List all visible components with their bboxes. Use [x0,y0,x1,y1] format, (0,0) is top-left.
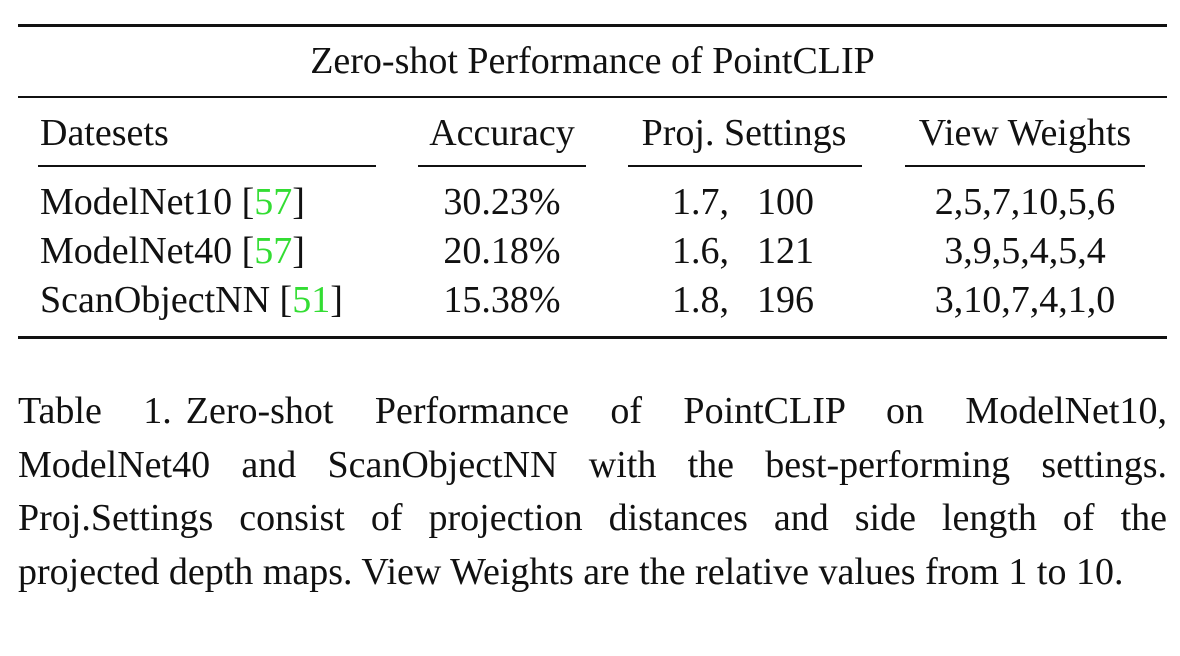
table-caption: Table 1. Zero-shot Performance of PointCL… [18,385,1167,599]
view-weights-cell: 3,9,5,4,5,4 [944,230,1106,272]
view-weights-cell: 2,5,7,10,5,6 [934,181,1116,223]
accuracy-cell: 30.23% [443,181,561,223]
citation-link[interactable]: 57 [254,230,293,272]
table-title: Zero-shot Performance of PointCLIP [310,40,875,82]
accuracy-cell: 15.38% [443,279,561,321]
proj-side-length-cell: 121 [757,230,814,272]
proj-distance-cell: 1.8, [672,279,729,321]
proj-side-length-cell: 100 [757,181,814,223]
title-rule [18,96,1167,98]
header-datasets: Datesets [40,112,169,154]
table-row-dataset: ScanObjectNN [51] [40,279,343,321]
header-proj-settings: Proj. Settings [641,112,847,154]
header-underline-view-weights [905,165,1145,167]
header-accuracy: Accuracy [429,112,575,154]
header-view-weights: View Weights [918,112,1132,154]
caption-text: Zero-shot Performance of PointCLIP on Mo… [18,390,1167,593]
top-rule [18,24,1167,27]
dataset-name: ModelNet40 [40,230,233,272]
header-underline-accuracy [418,165,586,167]
proj-distance-cell: 1.7, [672,181,729,223]
accuracy-cell: 20.18% [443,230,561,272]
caption-label: Table 1. [18,390,172,432]
proj-distance-cell: 1.6, [672,230,729,272]
citation-link[interactable]: 57 [254,181,293,223]
table-row-dataset: ModelNet10 [57] [40,181,305,223]
dataset-name: ModelNet10 [40,181,233,223]
header-underline-datasets [38,165,376,167]
proj-side-length-cell: 196 [757,279,814,321]
header-underline-proj-settings [628,165,862,167]
citation-link[interactable]: 51 [292,279,331,321]
view-weights-cell: 3,10,7,4,1,0 [934,279,1116,321]
bottom-rule [18,336,1167,339]
dataset-name: ScanObjectNN [40,279,271,321]
table-row-dataset: ModelNet40 [57] [40,230,305,272]
